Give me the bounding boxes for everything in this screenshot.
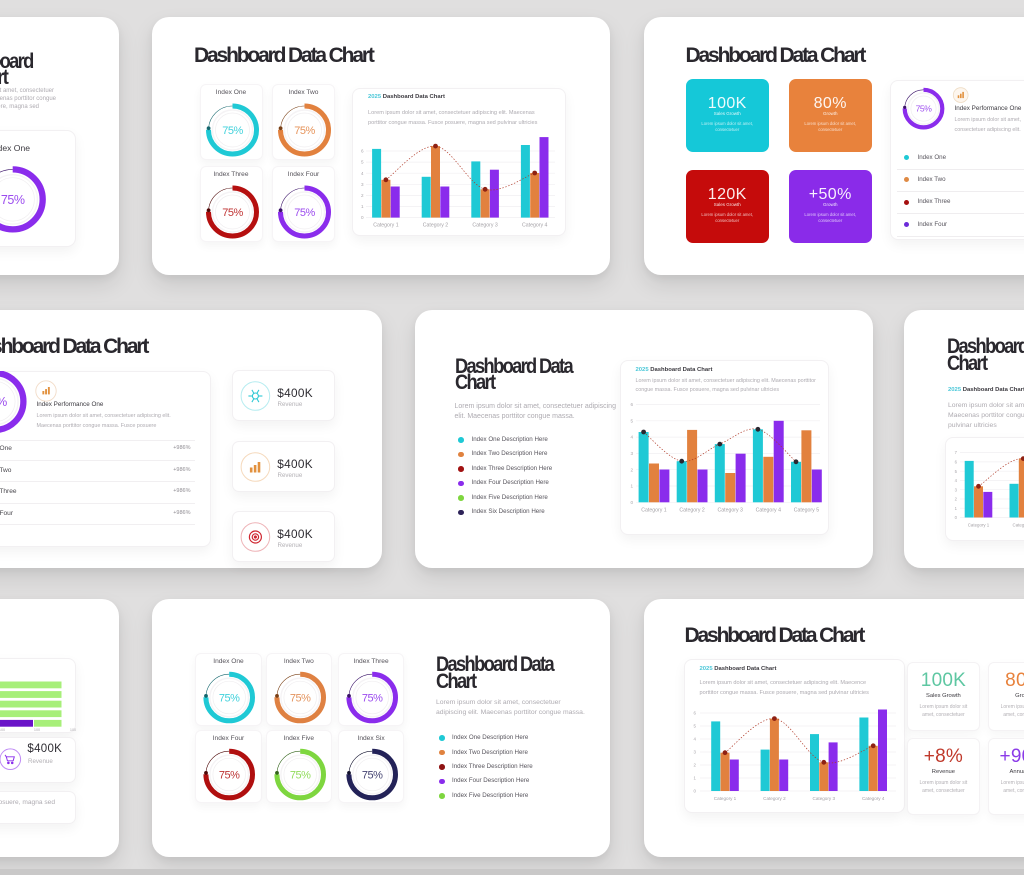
svg-text:75%: 75%: [0, 395, 7, 409]
svg-text:75%: 75%: [222, 207, 243, 219]
svg-text:1: 1: [361, 204, 364, 209]
svg-text:3: 3: [630, 451, 633, 456]
svg-text:2: 2: [361, 193, 364, 198]
svg-text:6: 6: [693, 711, 696, 716]
svg-text:Category 1: Category 1: [968, 522, 990, 527]
svg-text:5: 5: [954, 469, 957, 474]
svg-text:75%: 75%: [219, 770, 240, 782]
svg-text:0: 0: [361, 215, 364, 220]
svg-text:75%: 75%: [222, 125, 243, 137]
svg-text:1: 1: [954, 506, 957, 511]
svg-text:3: 3: [361, 182, 364, 187]
svg-text:Category 3: Category 3: [718, 507, 743, 513]
svg-text:75%: 75%: [916, 104, 933, 114]
svg-text:2: 2: [630, 467, 633, 472]
svg-text:1: 1: [630, 483, 633, 488]
svg-text:Category 4: Category 4: [756, 507, 781, 513]
svg-text:2: 2: [954, 496, 957, 501]
svg-text:5: 5: [361, 160, 364, 165]
svg-text:75%: 75%: [219, 692, 240, 704]
svg-text:3: 3: [693, 750, 696, 755]
svg-text:6: 6: [954, 459, 957, 464]
svg-text:100: 100: [0, 728, 5, 732]
svg-text:Category 2: Category 2: [679, 507, 704, 513]
svg-text:Category 2: Category 2: [763, 796, 786, 801]
svg-text:4: 4: [954, 478, 957, 483]
svg-text:Category 1: Category 1: [713, 796, 736, 801]
svg-text:75%: 75%: [1, 193, 25, 207]
svg-text:Category 2: Category 2: [423, 223, 448, 229]
svg-text:1: 1: [693, 776, 696, 781]
svg-text:Category 4: Category 4: [861, 796, 884, 801]
svg-text:4: 4: [630, 434, 633, 439]
svg-text:Category 3: Category 3: [812, 796, 835, 801]
svg-text:100: 100: [70, 728, 76, 732]
svg-text:0: 0: [693, 789, 696, 794]
svg-text:75%: 75%: [294, 125, 315, 137]
svg-text:5: 5: [630, 418, 633, 423]
svg-text:75%: 75%: [362, 692, 383, 704]
svg-text:Category 2: Category 2: [1012, 522, 1024, 527]
svg-text:3: 3: [954, 487, 957, 492]
svg-text:0: 0: [630, 499, 633, 504]
svg-text:75%: 75%: [362, 770, 383, 782]
svg-text:Category 4: Category 4: [522, 223, 547, 229]
svg-text:0: 0: [954, 515, 957, 520]
svg-text:2: 2: [693, 763, 696, 768]
svg-text:75%: 75%: [290, 770, 311, 782]
svg-text:Category 1: Category 1: [373, 223, 398, 229]
svg-text:4: 4: [361, 171, 364, 176]
svg-text:Category 3: Category 3: [472, 223, 497, 229]
svg-text:5: 5: [693, 724, 696, 729]
svg-text:75%: 75%: [294, 207, 315, 219]
svg-text:Category 5: Category 5: [794, 507, 819, 513]
svg-text:75%: 75%: [290, 692, 311, 704]
svg-text:Category 1: Category 1: [641, 507, 666, 513]
svg-text:4: 4: [693, 737, 696, 742]
svg-text:6: 6: [630, 402, 633, 407]
svg-text:100: 100: [34, 728, 40, 732]
svg-text:7: 7: [954, 450, 957, 455]
svg-text:6: 6: [361, 149, 364, 154]
